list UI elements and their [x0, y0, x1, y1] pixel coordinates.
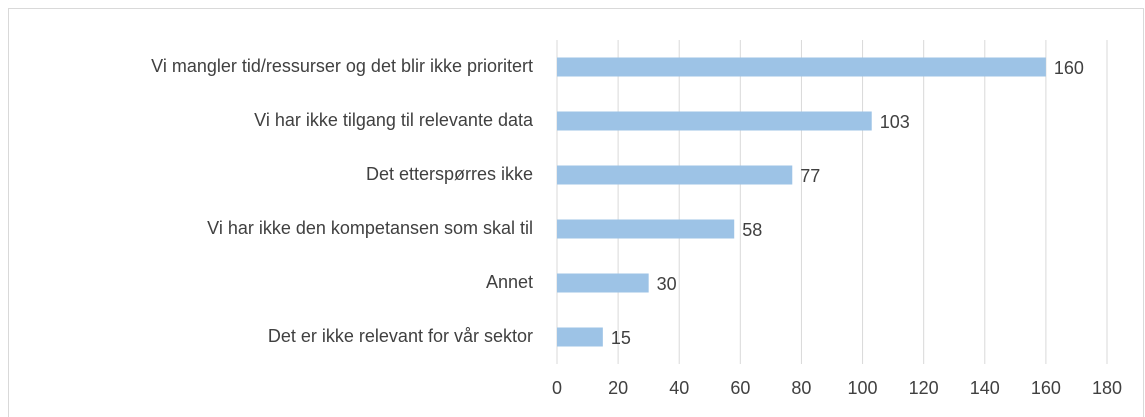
- x-tick-label: 40: [669, 378, 689, 398]
- value-label: 15: [611, 328, 631, 348]
- bar: [557, 327, 603, 347]
- x-tick-label: 120: [909, 378, 939, 398]
- y-tick-label: Annet: [486, 272, 533, 292]
- x-tick-label: 0: [552, 378, 562, 398]
- x-tick-label: 60: [730, 378, 750, 398]
- y-tick-label: Vi har ikke den kompetansen som skal til: [207, 218, 533, 238]
- bar: [557, 219, 735, 239]
- x-tick-label: 100: [848, 378, 878, 398]
- value-label: 58: [742, 220, 762, 240]
- x-tick-label: 160: [1031, 378, 1061, 398]
- bar: [557, 273, 649, 293]
- bar: [557, 57, 1046, 77]
- bar: [557, 165, 793, 185]
- value-label: 77: [800, 166, 820, 186]
- value-label: 103: [880, 112, 910, 132]
- value-label: 30: [657, 274, 677, 294]
- y-tick-label: Det er ikke relevant for vår sektor: [268, 326, 533, 346]
- x-tick-label: 180: [1092, 378, 1122, 398]
- y-tick-label: Vi mangler tid/ressurser og det blir ikk…: [151, 56, 533, 76]
- y-tick-label: Vi har ikke tilgang til relevante data: [254, 110, 534, 130]
- value-label: 160: [1054, 58, 1084, 78]
- x-tick-label: 140: [970, 378, 1000, 398]
- x-tick-label: 80: [791, 378, 811, 398]
- bar: [557, 111, 872, 131]
- x-tick-label: 20: [608, 378, 628, 398]
- y-tick-label: Det etterspørres ikke: [366, 164, 533, 184]
- chart-border: [8, 8, 1144, 417]
